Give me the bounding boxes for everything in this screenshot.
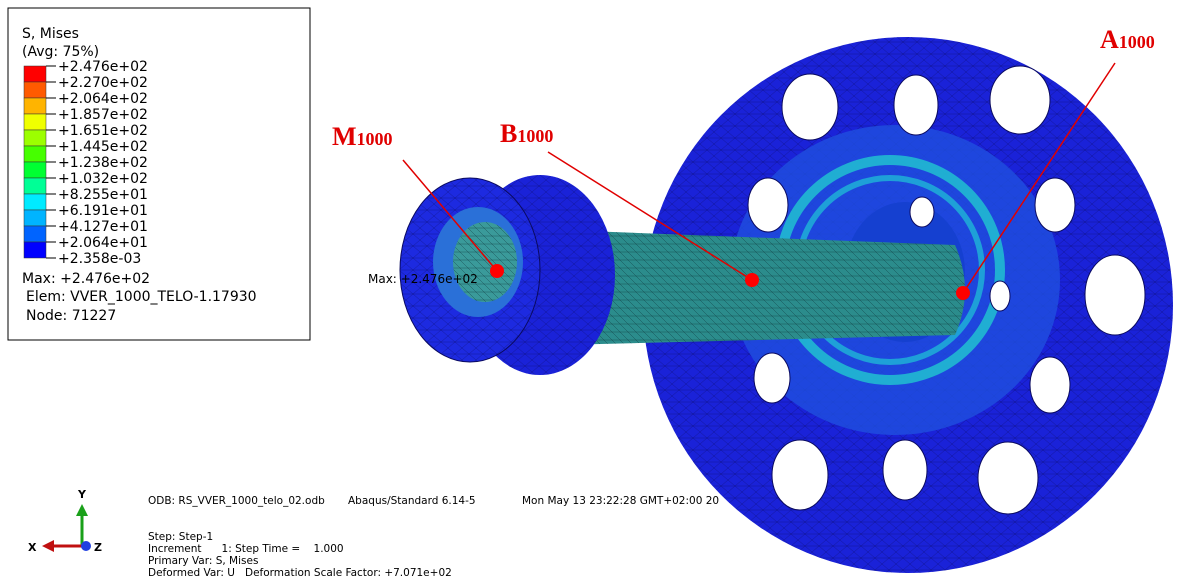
- legend-band: [24, 162, 46, 178]
- legend-level: +8.255e+01: [58, 187, 148, 203]
- odb-file: ODB: RS_VVER_1000_telo_02.odb: [148, 495, 325, 507]
- legend-elem: Elem: VVER_1000_TELO-1.17930: [26, 289, 257, 305]
- max-marker-label: Max: +2.476e+02: [368, 272, 478, 286]
- legend-band: [24, 242, 46, 258]
- legend-band: [24, 194, 46, 210]
- legend-level: +2.064e+02: [58, 91, 148, 107]
- legend-band: [24, 146, 46, 162]
- label-sub: 1000: [517, 126, 553, 146]
- legend-band: [24, 210, 46, 226]
- legend-title: S, Mises: [22, 26, 79, 42]
- legend-band: [24, 66, 46, 82]
- legend-level: +1.651e+02: [58, 123, 148, 139]
- legend-level: +2.358e-03: [58, 251, 141, 267]
- legend-level: +4.127e+01: [58, 219, 148, 235]
- viewport: S, Mises (Avg: 75%) +2.476e+02+2.270e+02…: [0, 0, 1183, 584]
- label-m: M1000: [332, 122, 393, 151]
- legend-level: +1.857e+02: [58, 107, 148, 123]
- legend-level: +2.476e+02: [58, 59, 148, 75]
- legend-level: +6.191e+01: [58, 203, 148, 219]
- legend-level: +2.270e+02: [58, 75, 148, 91]
- label-letter: A: [1100, 25, 1119, 54]
- axis-x: X: [28, 541, 37, 554]
- label-b: B1000: [500, 119, 553, 148]
- point-a: [956, 286, 970, 300]
- axis-z: Z: [94, 541, 102, 554]
- legend-band: [24, 130, 46, 146]
- legend-node: Node: 71227: [26, 308, 116, 324]
- legend-band: [24, 226, 46, 242]
- legend-level: +1.445e+02: [58, 139, 148, 155]
- legend-level: +2.064e+01: [58, 235, 148, 251]
- label-letter: B: [500, 119, 517, 148]
- step: Step: Step-1: [148, 531, 213, 543]
- label-letter: M: [332, 122, 357, 151]
- shaft: [560, 230, 965, 345]
- point-m: [490, 264, 504, 278]
- legend-band: [24, 114, 46, 130]
- primary-var: Primary Var: S, Mises: [148, 555, 258, 567]
- legend-band: [24, 82, 46, 98]
- legend-level: +1.032e+02: [58, 171, 148, 187]
- legend-level: +1.238e+02: [58, 155, 148, 171]
- legend-scale: +2.476e+02+2.270e+02+2.064e+02+1.857e+02…: [24, 59, 148, 267]
- axis-y: Y: [77, 488, 87, 501]
- legend-max: Max: +2.476e+02: [22, 271, 150, 287]
- legend-subtitle: (Avg: 75%): [22, 44, 99, 60]
- increment: Increment 1: Step Time = 1.000: [148, 543, 344, 555]
- legend-band: [24, 178, 46, 194]
- label-a: A1000: [1100, 25, 1155, 54]
- label-sub: 1000: [357, 129, 393, 149]
- deformed-var: Deformed Var: U Deformation Scale Factor…: [148, 567, 452, 579]
- axis-triad: Y X Z: [28, 488, 102, 554]
- point-b: [745, 273, 759, 287]
- solver: Abaqus/Standard 6.14-5: [348, 495, 476, 507]
- legend-band: [24, 98, 46, 114]
- date: Mon May 13 23:22:28 GMT+02:00 20: [522, 495, 719, 507]
- label-sub: 1000: [1119, 32, 1155, 52]
